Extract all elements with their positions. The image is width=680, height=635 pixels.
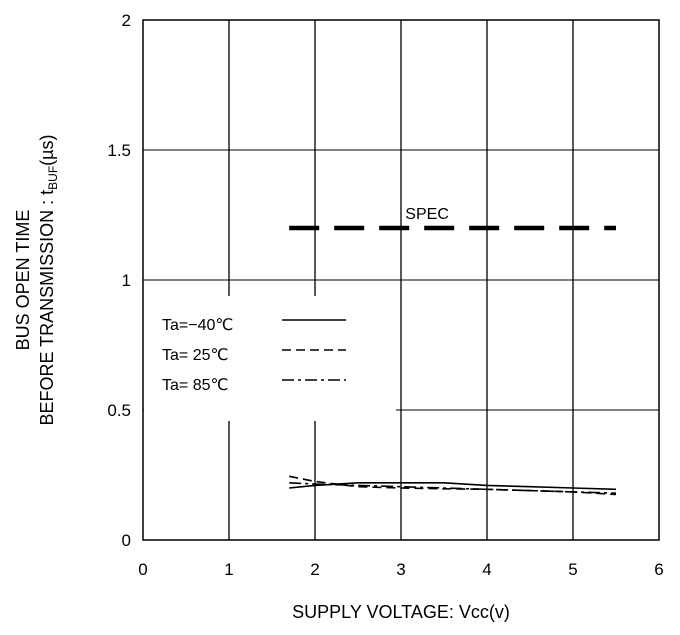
y-axis-title-line1: BUS OPEN TIME <box>13 210 33 351</box>
y-axis-title-line2: BEFORE TRANSMISSION : tBUF(µs) <box>37 134 60 425</box>
y-tick-label-1: 0.5 <box>107 401 131 420</box>
y-tick-label-4: 2 <box>122 11 131 30</box>
y-axis-title-main: BEFORE TRANSMISSION : t <box>37 190 57 426</box>
y-tick-label-2: 1 <box>122 271 131 290</box>
x-tick-label-6: 6 <box>654 560 663 579</box>
legend-label-2: Ta= 85℃ <box>162 377 228 394</box>
legend-background <box>144 296 396 421</box>
y-axis-title-subscript: BUF <box>46 166 60 190</box>
legend-label-0: Ta=−40℃ <box>162 317 233 334</box>
x-tick-label-2: 2 <box>310 560 319 579</box>
y-tick-label-0: 0 <box>122 531 131 550</box>
x-axis-title: SUPPLY VOLTAGE: Vcc(v) <box>292 602 510 622</box>
x-tick-label-4: 4 <box>482 560 491 579</box>
spec-label: SPEC <box>405 206 449 223</box>
series-line-2 <box>289 482 617 494</box>
y-axis-title-unit: (µs) <box>37 134 57 165</box>
series-layer: SPEC <box>289 206 617 496</box>
x-tick-label-5: 5 <box>568 560 577 579</box>
legend: Ta=−40℃ Ta= 25℃ Ta= 85℃ <box>144 296 396 421</box>
tick-labels: 0 1 2 3 4 5 6 0 0.5 1 1.5 2 <box>107 11 663 579</box>
x-tick-label-1: 1 <box>224 560 233 579</box>
grid-lines <box>143 20 659 540</box>
plot-frame <box>142 19 660 541</box>
x-tick-label-3: 3 <box>396 560 405 579</box>
x-tick-label-0: 0 <box>138 560 147 579</box>
y-axis-title: BUS OPEN TIME BEFORE TRANSMISSION : tBUF… <box>13 134 60 425</box>
y-tick-label-3: 1.5 <box>107 141 131 160</box>
legend-label-1: Ta= 25℃ <box>162 347 228 364</box>
